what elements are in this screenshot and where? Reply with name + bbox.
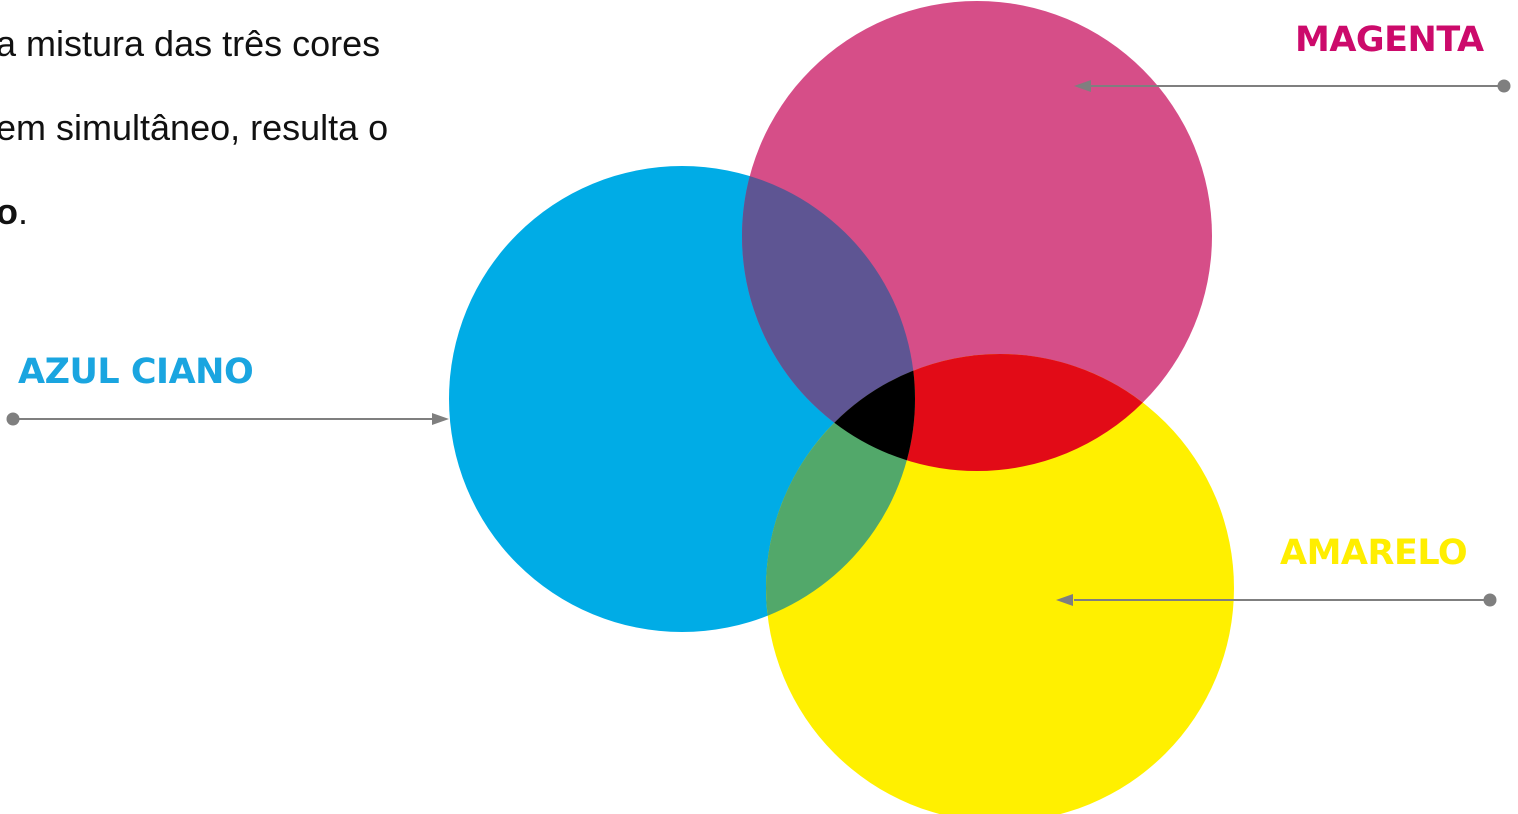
cyan-arrow-dot	[6, 412, 20, 426]
explanation-line-2: em simultâneo, resulta o	[0, 107, 389, 148]
magenta-label: MAGENTA	[1295, 20, 1484, 60]
magenta-arrow-dot	[1497, 79, 1511, 93]
magenta-arrow	[1074, 79, 1511, 93]
yellow-arrow	[1056, 593, 1497, 607]
yellow-arrowhead	[1056, 594, 1073, 606]
explanation-line-3: o.	[0, 170, 516, 254]
cyan-arrow	[6, 412, 449, 426]
yellow-arrow-dot	[1483, 593, 1497, 607]
explanation-period: .	[18, 191, 29, 232]
magenta-arrowhead	[1074, 80, 1091, 92]
cyan-label: AZUL CIANO	[18, 352, 254, 392]
explanation-text: a mistura das três cores em simultâneo, …	[0, 2, 516, 254]
explanation-bold-word: o	[0, 191, 18, 232]
explanation-line-1: a mistura das três cores	[0, 23, 381, 64]
yellow-label: AMARELO	[1280, 533, 1468, 573]
cyan-arrowhead	[432, 413, 449, 425]
